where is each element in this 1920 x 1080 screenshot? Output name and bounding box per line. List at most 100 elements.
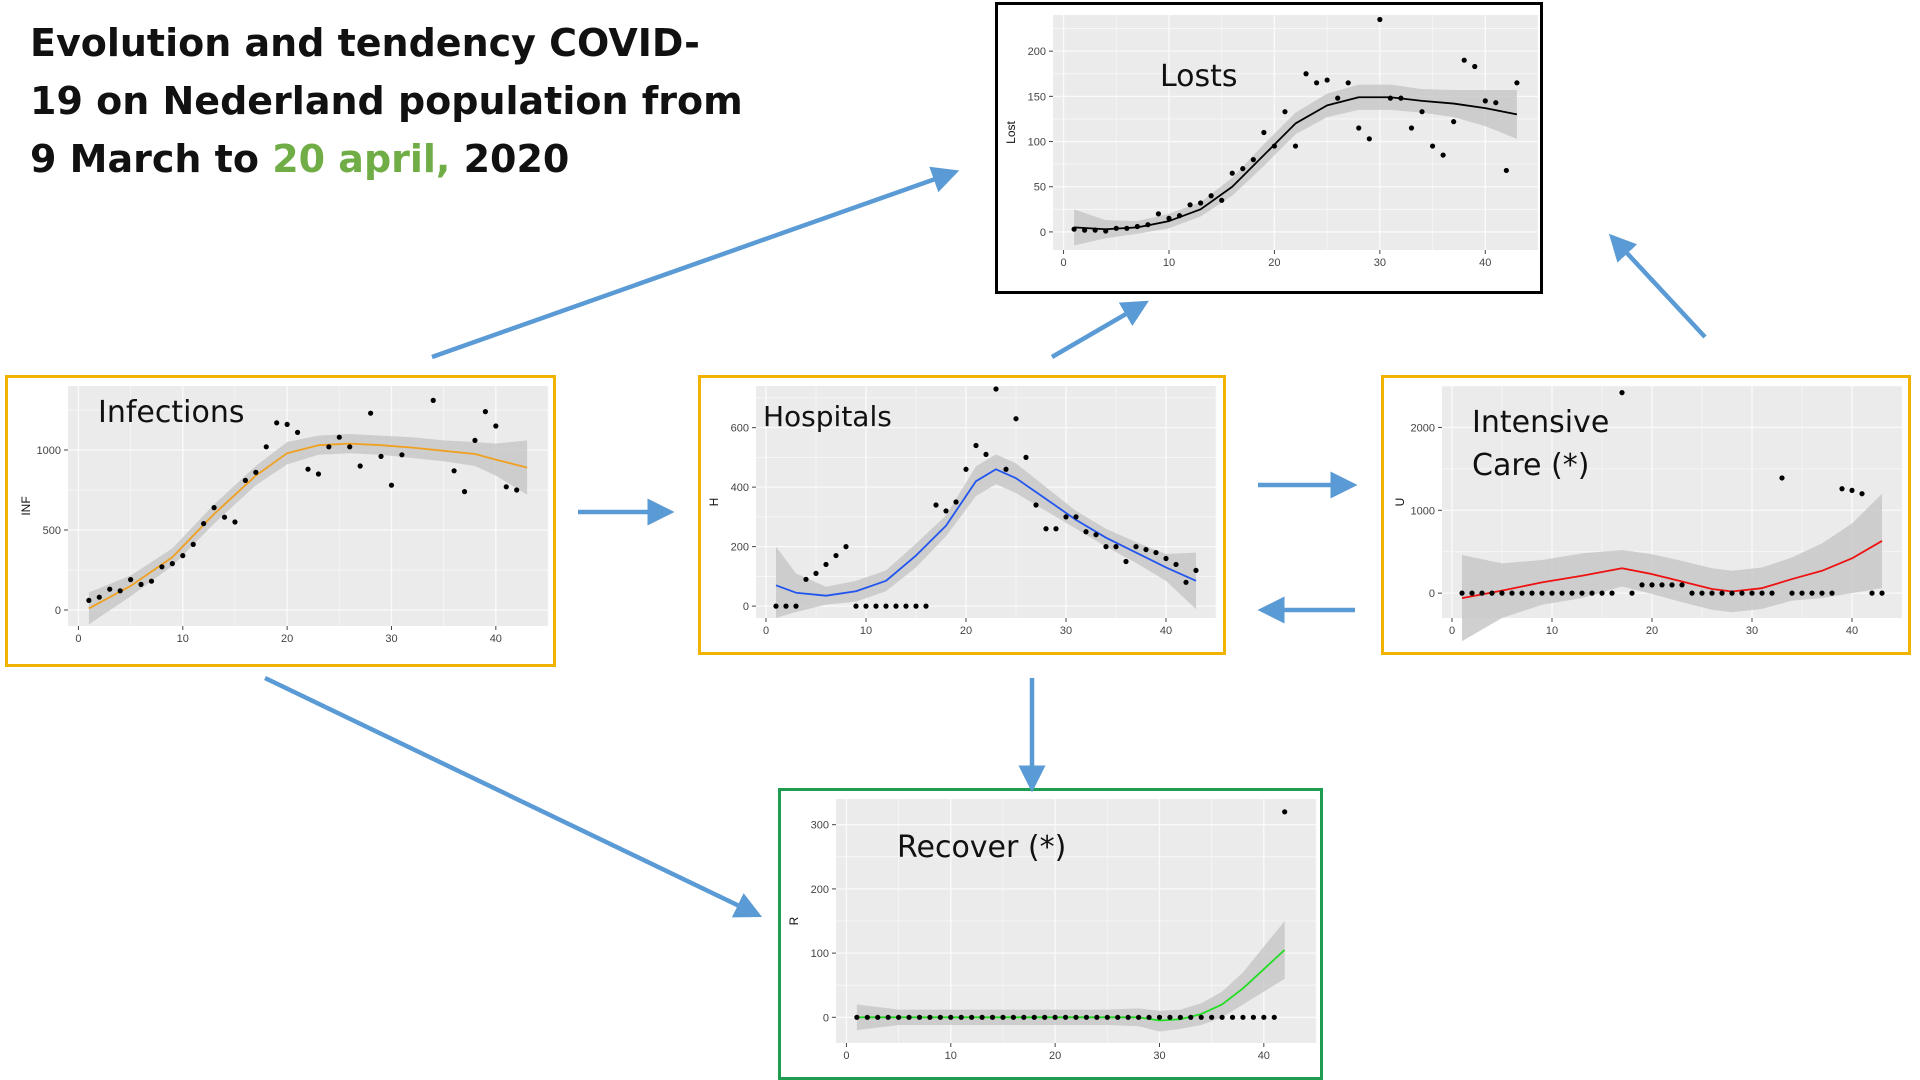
- losts-data-point: [1176, 213, 1183, 219]
- infections-chart-title: Infections: [98, 395, 245, 430]
- intensive_care-data-point: [1879, 590, 1885, 596]
- hospitals-confidence-band: [776, 454, 1196, 618]
- hospitals-data-point: [983, 451, 989, 458]
- hospitals-data-point: [1083, 529, 1089, 535]
- intensive_care-data-point: [1489, 590, 1495, 596]
- losts-data-point: [1377, 16, 1383, 23]
- losts-data-point: [1387, 95, 1393, 101]
- intensive_care-x-tick-label: 10: [1546, 625, 1558, 637]
- title-highlight-date: 20 april,: [272, 137, 451, 181]
- recover-data-point: [948, 1014, 954, 1020]
- hospitals-data-point: [1193, 567, 1199, 574]
- hospitals-data-point: [1003, 466, 1009, 472]
- infections-y-tick-label: 1000: [37, 445, 61, 457]
- infections-data-point: [357, 463, 363, 469]
- intensive_care-data-point: [1759, 590, 1765, 596]
- arrow-infections-to-losts: [431, 166, 960, 360]
- recover-x-tick-label: 0: [843, 1050, 849, 1062]
- intensive_care-data-point: [1589, 590, 1595, 596]
- intensive_care-data-point: [1529, 590, 1535, 596]
- hospitals-data-point: [1133, 544, 1139, 550]
- infections-data-point: [138, 581, 144, 587]
- losts-data-point: [1503, 167, 1509, 174]
- hospitals-x-tick-label: 40: [1160, 625, 1172, 637]
- losts-data-point: [1292, 143, 1299, 149]
- losts-data-point: [1356, 125, 1362, 131]
- losts-data-point: [1482, 98, 1488, 104]
- infections-data-point: [253, 469, 259, 475]
- hospitals-x-tick-label: 30: [1060, 625, 1072, 637]
- recover-data-point: [1083, 1014, 1090, 1020]
- losts-y-tick-label: 200: [1028, 46, 1046, 58]
- recover-x-tick-label: 20: [1049, 1050, 1061, 1062]
- losts-data-point: [1219, 197, 1225, 203]
- hospitals-data-point: [1053, 526, 1059, 532]
- infections-data-point: [503, 484, 509, 490]
- intensive_care-data-point: [1459, 590, 1465, 596]
- intensive_care-data-point: [1789, 590, 1795, 596]
- hospitals-data-point: [1093, 532, 1099, 538]
- infections-plot-background: [68, 386, 548, 626]
- recover-data-point: [1010, 1014, 1016, 1020]
- infections-data-point: [493, 423, 499, 429]
- intensive_care-data-point: [1549, 590, 1555, 596]
- recover-data-point: [864, 1014, 870, 1020]
- losts-chart-title: Losts: [1160, 59, 1238, 94]
- losts-data-point: [1419, 109, 1425, 115]
- hospitals-data-point: [923, 603, 929, 609]
- recover-data-point: [927, 1014, 933, 1020]
- intensive_care-data-point: [1679, 582, 1685, 588]
- hospitals-data-point: [1123, 558, 1129, 565]
- infections-x-tick-label: 20: [281, 633, 293, 645]
- losts-y-axis-label: Lost: [1004, 120, 1018, 143]
- recover-data-point: [1021, 1014, 1027, 1020]
- infections-data-point: [451, 468, 457, 474]
- losts-data-point: [1166, 215, 1172, 221]
- recover-data-point: [1229, 1014, 1236, 1020]
- infections-data-point: [107, 586, 113, 592]
- infections-chart: 0 10 20 30 40 0 500 1000 INF: [19, 386, 549, 645]
- recover-data-point: [1167, 1014, 1173, 1020]
- recover-data-point: [1136, 1014, 1142, 1020]
- recover-y-tick-label: 300: [811, 820, 829, 832]
- recover-data-point: [989, 1014, 996, 1020]
- intensive_care-data-point: [1559, 590, 1565, 596]
- infections-x-tick-label: 0: [75, 633, 81, 645]
- hospitals-data-point: [913, 603, 919, 609]
- recover-data-point: [1198, 1014, 1204, 1020]
- infections-data-point: [430, 397, 436, 403]
- infections-data-point: [368, 410, 374, 416]
- infections-data-point: [461, 489, 468, 495]
- intensive_care-data-point: [1499, 590, 1505, 596]
- arrow-hospitals-to-losts: [1050, 300, 1149, 359]
- hospitals-data-point: [863, 603, 869, 609]
- hospitals-data-point: [1153, 549, 1159, 556]
- intensive_care-x-tick-label: 0: [1449, 625, 1455, 637]
- losts-data-point: [1440, 152, 1446, 158]
- losts-data-point: [1155, 211, 1162, 217]
- infections-data-point: [284, 421, 290, 427]
- hospitals-y-tick-label: 200: [731, 542, 749, 554]
- losts-data-point: [1198, 200, 1204, 206]
- hospitals-y-axis-label: H: [707, 498, 721, 507]
- losts-x-tick-label: 20: [1268, 257, 1280, 269]
- recover-data-point: [1177, 1014, 1183, 1020]
- infections-data-point: [315, 471, 322, 477]
- intensive_care-data-point: [1519, 590, 1525, 596]
- hospitals-data-point: [833, 552, 839, 559]
- intensive_care-data-point: [1849, 487, 1855, 493]
- recover-data-point: [854, 1014, 860, 1020]
- losts-data-point: [1134, 223, 1140, 230]
- losts-data-point: [1461, 57, 1467, 63]
- recover-data-point: [1156, 1014, 1163, 1020]
- recover-data-point: [1146, 1014, 1152, 1020]
- intensive_care-data-point: [1779, 475, 1785, 481]
- hospitals-data-point: [1063, 514, 1069, 520]
- hospitals-data-point: [773, 603, 779, 609]
- recover-data-point: [1073, 1014, 1079, 1020]
- intensive_care-data-point: [1639, 582, 1645, 588]
- losts-y-tick-label: 0: [1040, 227, 1046, 239]
- recover-data-point: [1250, 1014, 1256, 1020]
- intensive-care-title-line2: Care (*): [1472, 448, 1590, 483]
